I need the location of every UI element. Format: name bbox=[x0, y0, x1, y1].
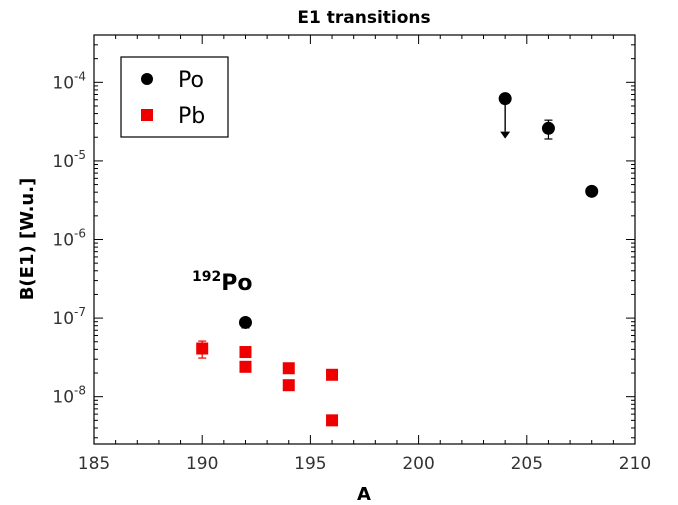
y-tick-label: 10-8 bbox=[52, 384, 86, 408]
y-tick-label: 10-6 bbox=[52, 227, 86, 251]
data-marks bbox=[196, 92, 599, 427]
x-axis-label: A bbox=[357, 484, 371, 505]
x-tick-label: 185 bbox=[78, 454, 110, 474]
pb-point bbox=[239, 360, 252, 373]
x-tick-label: 210 bbox=[619, 454, 651, 474]
y-tick-label: 10-5 bbox=[52, 148, 86, 172]
axis-ticks: 185 190 195 200 205 210 10-8 10-7 10-6 10-5 10-4 bbox=[52, 35, 651, 474]
y-tick-label: 10-4 bbox=[52, 69, 86, 93]
pb-point bbox=[326, 414, 339, 427]
pb-point bbox=[239, 346, 252, 359]
x-tick-label: 190 bbox=[186, 454, 218, 474]
po-upper-limit-arrow bbox=[500, 131, 511, 139]
pb-point bbox=[282, 379, 295, 392]
annotation-text: Po bbox=[221, 271, 252, 296]
legend-po-label: Po bbox=[178, 68, 204, 93]
x-tick-label: 205 bbox=[511, 454, 543, 474]
legend-pb-label: Pb bbox=[178, 104, 205, 129]
po-point bbox=[585, 184, 599, 198]
x-tick-label: 200 bbox=[402, 454, 434, 474]
po-point bbox=[498, 92, 512, 106]
pb-point bbox=[326, 368, 339, 381]
po-point bbox=[541, 121, 555, 135]
pb-point bbox=[196, 342, 209, 355]
y-tick-label: 10-7 bbox=[52, 305, 86, 329]
x-tick-label: 195 bbox=[294, 454, 326, 474]
y-axis-label: B(E1) [W.u.] bbox=[17, 178, 38, 301]
annotation-192po: 192Po bbox=[192, 269, 252, 296]
po-point bbox=[238, 315, 252, 329]
legend-po-marker bbox=[141, 73, 153, 85]
annotation-superscript: 192 bbox=[192, 269, 221, 285]
chart-title: E1 transitions bbox=[297, 8, 430, 28]
legend-pb-marker bbox=[141, 109, 153, 121]
legend-box bbox=[120, 56, 229, 138]
legend: Po Pb bbox=[120, 56, 229, 138]
pb-point bbox=[282, 362, 295, 375]
